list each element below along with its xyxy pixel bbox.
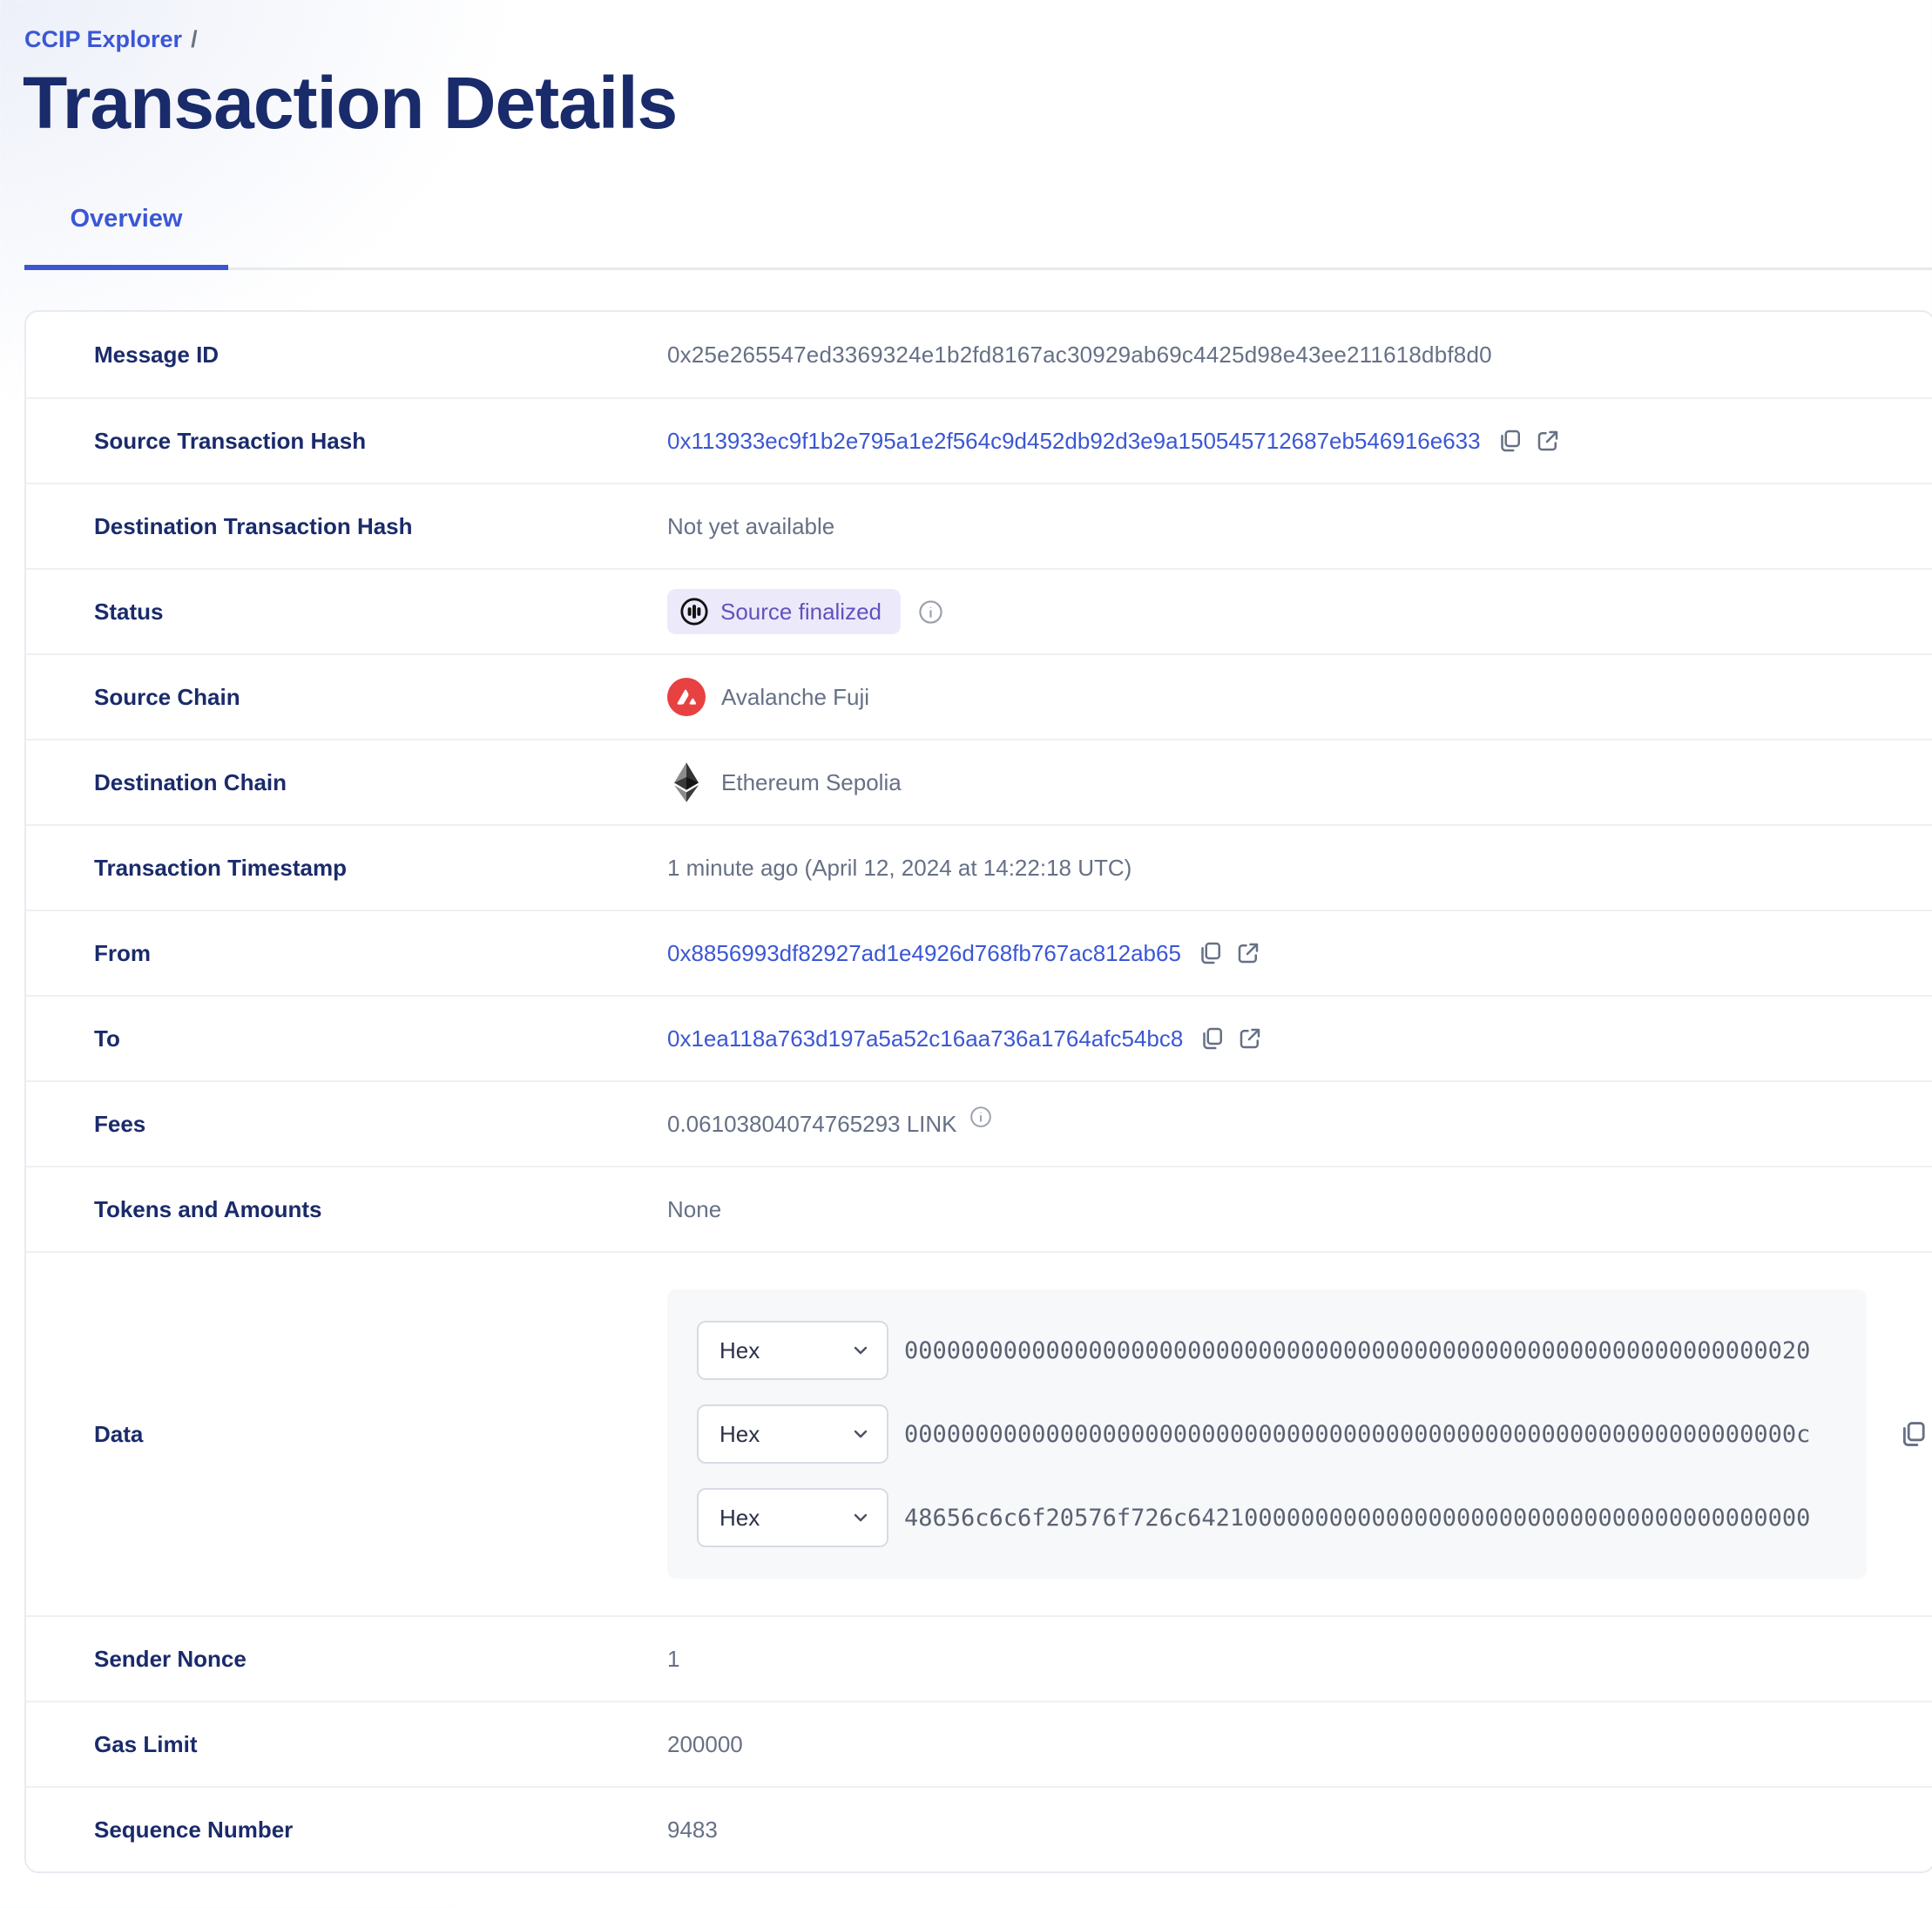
to-address-link[interactable]: 0x1ea118a763d197a5a52c16aa736a1764afc54b… (667, 1025, 1184, 1052)
tokens-and-amounts-value: None (667, 1195, 722, 1222)
tab-overview[interactable]: Overview (24, 205, 228, 271)
data-format-select[interactable]: Hex (697, 1488, 888, 1548)
avalanche-icon (667, 678, 706, 717)
transaction-details-card: Message ID 0x25e265547ed3369324e1b2fd816… (24, 310, 1932, 1874)
row-transaction-timestamp: Transaction Timestamp 1 minute ago (Apri… (26, 824, 1932, 910)
status-badge-label: Source finalized (720, 598, 882, 625)
field-label: Sender Nonce (94, 1645, 247, 1672)
data-format-select-value: Hex (719, 1504, 760, 1531)
destination-chain-name: Ethereum Sepolia (721, 768, 902, 795)
data-hex-value: 48656c6c6f20576f726c64210000000000000000… (904, 1504, 1811, 1532)
info-icon[interactable] (969, 1106, 992, 1128)
tab-bar: Overview (24, 205, 1932, 271)
data-hex-line: Hex 000000000000000000000000000000000000… (697, 1404, 1837, 1465)
field-label: Fees (94, 1110, 146, 1137)
data-hex-panel: Hex 000000000000000000000000000000000000… (667, 1289, 1867, 1580)
data-format-select-value: Hex (719, 1420, 760, 1447)
copy-icon[interactable] (1197, 940, 1223, 966)
chevron-down-icon (850, 1424, 871, 1445)
field-label: Tokens and Amounts (94, 1195, 322, 1222)
breadcrumb-separator: / (191, 26, 198, 52)
external-link-icon[interactable] (1237, 1025, 1263, 1052)
row-destination-transaction-hash: Destination Transaction Hash Not yet ava… (26, 483, 1932, 568)
message-id-value: 0x25e265547ed3369324e1b2fd8167ac30929ab6… (667, 341, 1492, 368)
data-format-select[interactable]: Hex (697, 1404, 888, 1465)
breadcrumb-ccip-explorer-link[interactable]: CCIP Explorer (24, 26, 183, 52)
row-sequence-number: Sequence Number 9483 (26, 1786, 1932, 1871)
row-sender-nonce: Sender Nonce 1 (26, 1615, 1932, 1701)
field-label: Destination Chain (94, 768, 287, 795)
breadcrumb: CCIP Explorer / (0, 0, 1932, 53)
sender-nonce-value: 1 (667, 1645, 680, 1672)
field-label: From (94, 939, 151, 966)
status-badge: Source finalized (667, 589, 901, 635)
data-format-select[interactable]: Hex (697, 1321, 888, 1381)
data-hex-value: 0000000000000000000000000000000000000000… (904, 1336, 1811, 1364)
row-status: Status Source finalized (26, 568, 1932, 653)
field-label: Source Transaction Hash (94, 427, 367, 454)
field-label: Destination Transaction Hash (94, 512, 413, 539)
info-icon[interactable] (918, 599, 943, 625)
gas-limit-value: 200000 (667, 1730, 743, 1757)
sequence-number-value: 9483 (667, 1816, 718, 1843)
external-link-icon[interactable] (1535, 428, 1561, 454)
field-label: Gas Limit (94, 1730, 198, 1757)
copy-icon[interactable] (1898, 1419, 1928, 1449)
from-address-link[interactable]: 0x8856993df82927ad1e4926d768fb767ac812ab… (667, 939, 1181, 966)
field-label: Source Chain (94, 683, 240, 710)
field-label: Sequence Number (94, 1816, 294, 1843)
row-from: From 0x8856993df82927ad1e4926d768fb767ac… (26, 910, 1932, 995)
copy-icon[interactable] (1199, 1025, 1225, 1052)
chevron-down-icon (850, 1340, 871, 1361)
row-source-chain: Source Chain Avalanche Fuji (26, 653, 1932, 739)
external-link-icon[interactable] (1235, 940, 1261, 966)
chevron-down-icon (850, 1507, 871, 1528)
source-transaction-hash-link[interactable]: 0x113933ec9f1b2e795a1e2f564c9d452db92d3e… (667, 427, 1481, 454)
source-chain-name: Avalanche Fuji (721, 683, 870, 710)
page-title: Transaction Details (23, 62, 678, 144)
status-source-finalized-icon (679, 597, 709, 626)
copy-icon[interactable] (1496, 428, 1523, 454)
ethereum-icon (667, 762, 706, 802)
field-label: Data (94, 1420, 144, 1447)
data-format-select-value: Hex (719, 1336, 760, 1363)
data-hex-line: Hex 000000000000000000000000000000000000… (697, 1321, 1837, 1381)
row-to: To 0x1ea118a763d197a5a52c16aa736a1764afc… (26, 995, 1932, 1080)
row-tokens-and-amounts: Tokens and Amounts None (26, 1166, 1932, 1251)
row-destination-chain: Destination Chain Ethereum Sepolia (26, 739, 1932, 824)
destination-transaction-hash-value: Not yet available (667, 512, 835, 539)
data-hex-line: Hex 48656c6c6f20576f726c6421000000000000… (697, 1488, 1837, 1548)
fees-value: 0.06103804074765293 LINK (667, 1110, 957, 1137)
row-gas-limit: Gas Limit 200000 (26, 1701, 1932, 1786)
field-label: To (94, 1025, 120, 1052)
row-message-id: Message ID 0x25e265547ed3369324e1b2fd816… (26, 312, 1932, 397)
data-hex-value: 0000000000000000000000000000000000000000… (904, 1420, 1811, 1448)
field-label: Status (94, 598, 164, 625)
row-data: Data Hex 0000000000000000000000000000000… (26, 1251, 1932, 1615)
transaction-timestamp-value: 1 minute ago (April 12, 2024 at 14:22:18… (667, 854, 1132, 881)
row-fees: Fees 0.06103804074765293 LINK (26, 1080, 1932, 1166)
field-label: Transaction Timestamp (94, 854, 347, 881)
row-source-transaction-hash: Source Transaction Hash 0x113933ec9f1b2e… (26, 397, 1932, 483)
field-label: Message ID (94, 341, 220, 368)
